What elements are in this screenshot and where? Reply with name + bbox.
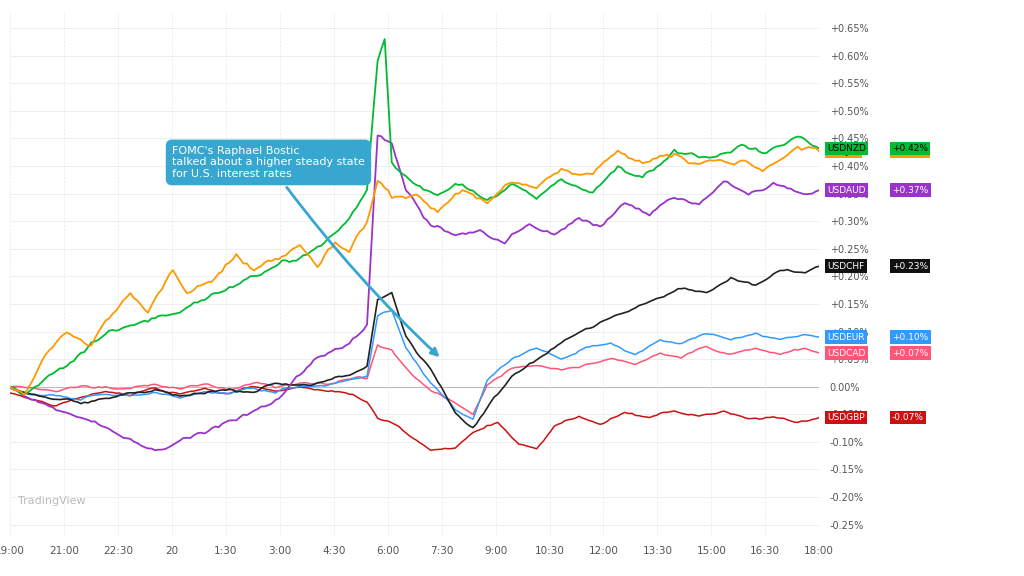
Text: USDCHF: USDCHF (827, 262, 864, 271)
Text: +0.42%: +0.42% (892, 144, 928, 153)
Text: USDNZD: USDNZD (827, 144, 866, 153)
Text: USDEUR: USDEUR (827, 332, 865, 342)
Text: TradingView: TradingView (18, 497, 86, 506)
Text: USDAUD: USDAUD (827, 185, 865, 195)
Text: +0.10%: +0.10% (892, 332, 929, 342)
Text: FOMC's Raphael Bostic
talked about a higher steady state
for U.S. interest rates: FOMC's Raphael Bostic talked about a hig… (172, 146, 437, 355)
Text: +0.07%: +0.07% (892, 348, 929, 358)
Text: USDJPY: USDJPY (827, 147, 859, 156)
Text: -0.07%: -0.07% (892, 413, 924, 422)
Text: USDGBP: USDGBP (827, 413, 865, 422)
Text: +0.45%: +0.45% (892, 147, 928, 156)
Text: USDCAD: USDCAD (827, 348, 865, 358)
Text: +0.23%: +0.23% (892, 262, 928, 271)
Text: +0.37%: +0.37% (892, 185, 929, 195)
